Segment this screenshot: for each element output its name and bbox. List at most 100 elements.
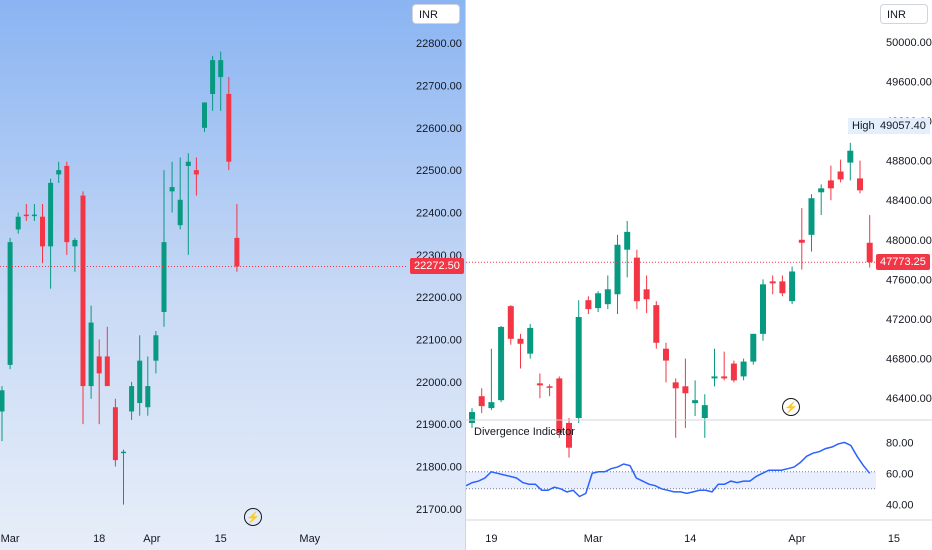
candle-body (779, 281, 786, 294)
y-axis-label: 46800.00 (886, 354, 932, 366)
y-axis-label: 46400.00 (886, 393, 932, 405)
candle-body (740, 361, 747, 377)
candle-body (469, 412, 475, 423)
candle-body (760, 284, 766, 334)
candle-body (0, 390, 5, 412)
candle-body (31, 214, 37, 217)
candle-body (595, 293, 602, 309)
candle-body (624, 231, 631, 250)
y-axis-label: 22400.00 (416, 208, 462, 220)
right-lightning-icon[interactable]: ⚡ (782, 398, 800, 416)
candle-body (546, 386, 553, 388)
candle-body (15, 216, 21, 230)
y-axis-label: 21800.00 (416, 462, 462, 474)
candle-body (193, 170, 199, 175)
candle-body (104, 356, 110, 387)
candle-body (161, 242, 167, 312)
candle-body (575, 317, 582, 418)
y-axis-label: 48400.00 (886, 195, 932, 207)
y-axis-label: 22100.00 (416, 335, 462, 347)
y-axis-label: 47600.00 (886, 274, 932, 286)
candle-body (701, 405, 708, 418)
candle-body (556, 378, 563, 433)
high-value: 49057.40 (876, 118, 930, 134)
right-candlestick-chart[interactable]: 50000.0049600.0049200.0048800.0048400.00… (466, 0, 932, 550)
candle-body (478, 396, 485, 407)
candle-body (682, 386, 689, 394)
candle-body (750, 333, 757, 362)
candle-body (536, 383, 543, 386)
left-chart-pane[interactable]: 22800.00 22700.00 22600.00 22500.00 22400.00… (0, 0, 466, 550)
y-axis-label: 22800.00 (416, 38, 462, 50)
right-currency-selector[interactable]: INR (880, 4, 928, 24)
candle-body (40, 216, 45, 247)
candle-body (711, 376, 718, 379)
y-axis-label: 22600.00 (416, 123, 462, 135)
right-chart-pane[interactable]: 50000.0049600.0049200.0048800.0048400.00… (466, 0, 932, 550)
indicator-line (466, 441, 871, 498)
candle-body (121, 451, 126, 454)
candle-body (185, 161, 191, 166)
indicator-band (466, 471, 876, 489)
x-axis-label: Mar (1, 533, 20, 545)
candle-body (48, 182, 54, 247)
candle-body (604, 289, 611, 305)
candle-body (23, 214, 29, 217)
left-currency-selector[interactable]: INR (412, 4, 460, 24)
candle-body (226, 93, 232, 162)
candle-body (857, 178, 863, 191)
x-axis-label: Apr (143, 533, 160, 545)
y-axis-label: 22700.00 (416, 81, 462, 93)
left-lightning-icon[interactable]: ⚡ (244, 508, 262, 526)
candle-body (72, 240, 78, 247)
candle-body (234, 237, 240, 267)
candle-body (527, 327, 534, 354)
candle-body (663, 348, 669, 361)
right-last-price-tag: 47773.25 (876, 254, 930, 271)
candle-body (137, 360, 143, 403)
candle-body (56, 170, 62, 175)
x-axis-label: 18 (93, 533, 105, 545)
left-candlestick-chart[interactable]: 22800.00 22700.00 22600.00 22500.00 22400.00… (0, 0, 466, 550)
x-axis-label: 15 (215, 533, 227, 545)
candle-body (653, 305, 660, 343)
y-axis-label: 49600.00 (886, 76, 932, 88)
candle-body (145, 386, 151, 408)
y-axis-label: 21700.00 (416, 504, 462, 516)
candle-body (585, 300, 592, 310)
candle-body (177, 199, 183, 226)
indicator-title: Divergence Indicator (474, 426, 575, 438)
candle-body (566, 422, 572, 448)
high-label: High (848, 118, 879, 134)
candle-body (633, 257, 640, 302)
candle-body (7, 242, 13, 365)
candle-body (64, 165, 70, 243)
candle-body (614, 244, 621, 295)
candle-body (692, 400, 699, 404)
candle-body (721, 376, 728, 379)
candle-body (818, 188, 825, 193)
candle-body (730, 363, 737, 381)
candle-body (498, 326, 505, 401)
candle-body (847, 150, 854, 163)
candle-body (218, 60, 224, 78)
candle-body (808, 198, 815, 235)
x-axis-label: May (299, 533, 320, 545)
candle-body (96, 356, 102, 374)
candle-body (80, 195, 86, 387)
candle-body (153, 335, 159, 361)
y-axis-label: 22000.00 (416, 377, 462, 389)
indicator-y-label: 60.00 (886, 468, 914, 480)
candle-body (798, 239, 805, 243)
indicator-y-label: 40.00 (886, 499, 914, 511)
candle-body (202, 102, 207, 128)
candle-body (112, 407, 118, 461)
candle-body (169, 187, 175, 192)
candle-body (866, 242, 873, 263)
left-last-price-tag: 22272.50 (410, 258, 464, 275)
y-axis-label: 22200.00 (416, 292, 462, 304)
candle-body (210, 60, 216, 94)
pane-divider (465, 0, 466, 550)
y-axis-label: 48000.00 (886, 235, 932, 247)
candle-body (88, 322, 94, 387)
